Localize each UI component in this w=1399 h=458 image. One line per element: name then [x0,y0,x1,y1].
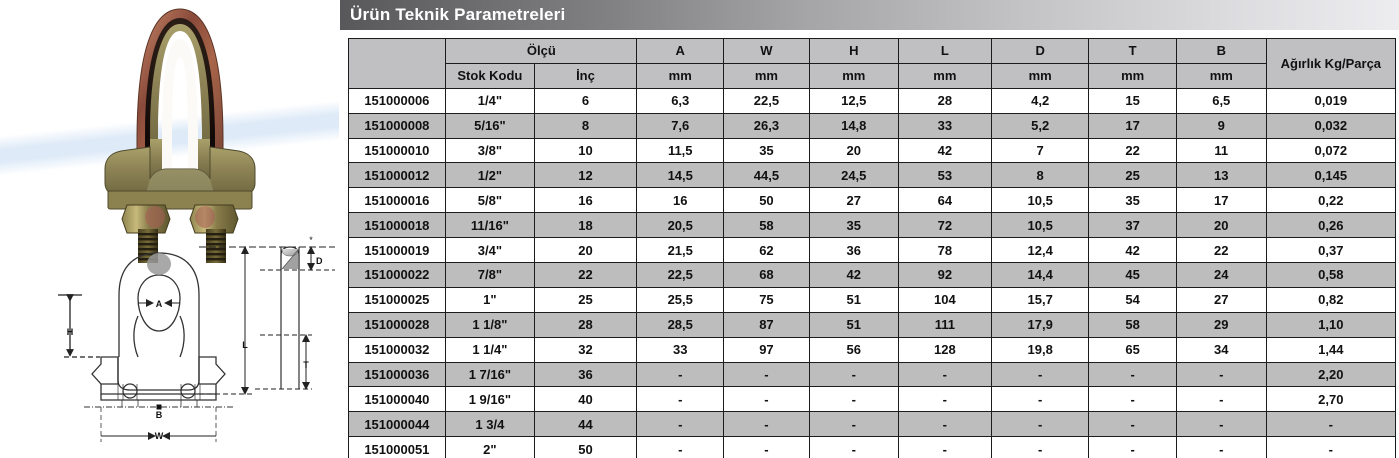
svg-text:T: T [303,360,309,370]
svg-text:A: A [156,299,163,309]
svg-text:D: D [316,256,323,266]
svg-text:*: * [309,235,313,245]
svg-text:B: B [156,410,163,420]
svg-text:L: L [242,340,248,350]
svg-text:H: H [67,327,74,337]
svg-text:W: W [155,431,164,441]
